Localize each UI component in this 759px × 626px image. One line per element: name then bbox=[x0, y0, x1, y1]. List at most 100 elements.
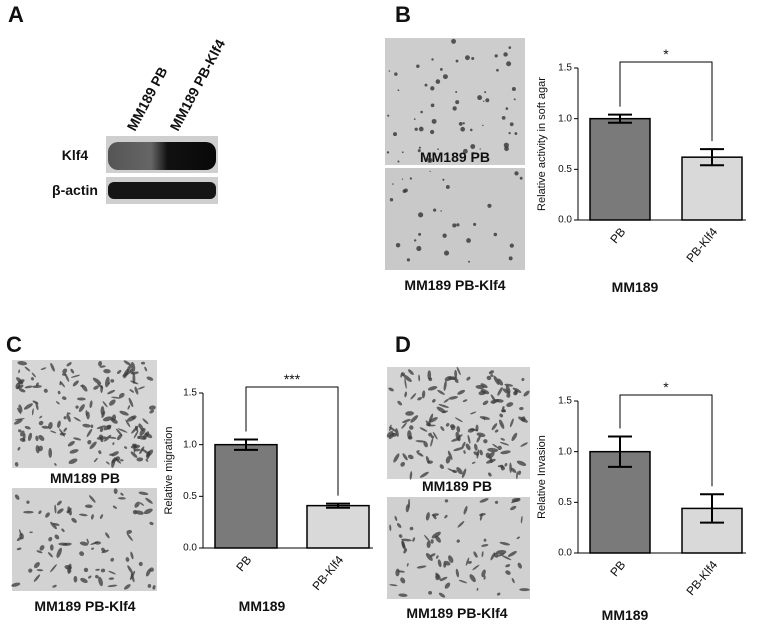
cell bbox=[93, 385, 99, 390]
cell bbox=[472, 564, 480, 571]
cell bbox=[404, 378, 407, 389]
x-tick-label: PB-Klf4 bbox=[683, 225, 720, 265]
cell bbox=[107, 382, 111, 385]
cell bbox=[494, 500, 499, 504]
cell bbox=[110, 418, 118, 424]
cell bbox=[111, 458, 116, 468]
cell bbox=[83, 567, 89, 573]
cell bbox=[137, 435, 141, 440]
cell bbox=[142, 431, 150, 439]
cell bbox=[403, 548, 408, 554]
cell bbox=[428, 413, 434, 424]
cell bbox=[145, 568, 151, 577]
colony bbox=[468, 260, 471, 263]
colony bbox=[440, 210, 442, 212]
cell bbox=[87, 440, 92, 445]
colony bbox=[484, 91, 487, 94]
cell bbox=[436, 555, 439, 559]
cell bbox=[481, 551, 484, 558]
colony bbox=[514, 171, 519, 176]
cell bbox=[437, 389, 445, 395]
cell bbox=[127, 565, 133, 574]
cell bbox=[86, 428, 93, 438]
colony bbox=[503, 52, 508, 57]
cell bbox=[50, 362, 55, 372]
cell bbox=[84, 504, 93, 509]
cell bbox=[428, 590, 433, 595]
colony bbox=[389, 198, 394, 202]
cell bbox=[19, 437, 26, 442]
colony bbox=[402, 189, 407, 193]
cell bbox=[111, 396, 121, 399]
cell bbox=[123, 360, 132, 366]
cell bbox=[456, 366, 461, 376]
cell bbox=[500, 437, 505, 441]
micrograph bbox=[12, 360, 157, 468]
cell bbox=[488, 472, 492, 477]
cell bbox=[63, 427, 68, 432]
cell bbox=[492, 443, 498, 448]
x-tick-label: PB bbox=[233, 553, 254, 574]
cell bbox=[425, 552, 433, 561]
cell bbox=[497, 465, 504, 468]
cell bbox=[444, 582, 451, 589]
cell bbox=[465, 557, 470, 566]
cell bbox=[514, 389, 518, 395]
error-bar bbox=[608, 113, 632, 124]
cell bbox=[444, 376, 453, 382]
error-bar bbox=[700, 148, 724, 167]
cell bbox=[497, 387, 503, 396]
cell bbox=[105, 532, 110, 539]
cell bbox=[78, 404, 85, 413]
cell bbox=[427, 386, 438, 391]
colony bbox=[451, 38, 456, 44]
cell bbox=[490, 552, 496, 561]
cell bbox=[108, 436, 117, 439]
cell bbox=[98, 576, 103, 587]
colony bbox=[477, 95, 483, 101]
cell bbox=[443, 380, 447, 391]
cell bbox=[516, 536, 520, 540]
cell bbox=[131, 425, 139, 434]
cell bbox=[453, 447, 464, 452]
cell bbox=[502, 388, 511, 395]
cell bbox=[73, 417, 81, 422]
cell bbox=[54, 504, 57, 514]
cell bbox=[438, 403, 449, 408]
cell bbox=[397, 570, 405, 573]
cell bbox=[129, 389, 135, 393]
cell bbox=[147, 584, 152, 588]
cell bbox=[471, 461, 476, 464]
colony bbox=[473, 222, 477, 226]
cell bbox=[510, 505, 517, 511]
cell bbox=[99, 365, 106, 368]
cell bbox=[70, 374, 81, 378]
cell bbox=[440, 426, 445, 431]
cell bbox=[419, 471, 429, 478]
cell bbox=[473, 551, 478, 558]
cell bbox=[454, 369, 458, 378]
cell bbox=[110, 379, 115, 383]
cell bbox=[499, 441, 510, 446]
cell bbox=[419, 427, 428, 432]
cell bbox=[48, 447, 53, 458]
colony bbox=[503, 142, 509, 148]
colony bbox=[479, 148, 481, 150]
cell bbox=[66, 362, 72, 367]
cell bbox=[33, 562, 40, 569]
colony bbox=[511, 86, 516, 92]
x-axis-label: MM189 bbox=[239, 598, 286, 614]
cell bbox=[499, 541, 511, 546]
cell bbox=[71, 517, 77, 523]
cell bbox=[63, 416, 67, 420]
cell bbox=[521, 377, 525, 382]
cell bbox=[401, 540, 406, 549]
colony bbox=[501, 115, 506, 120]
significance-bracket bbox=[619, 394, 713, 487]
cell bbox=[16, 547, 22, 551]
colony bbox=[430, 129, 435, 135]
colony bbox=[431, 118, 437, 124]
y-axis-label: Relative Invasion bbox=[536, 435, 548, 519]
micrograph bbox=[387, 497, 530, 599]
